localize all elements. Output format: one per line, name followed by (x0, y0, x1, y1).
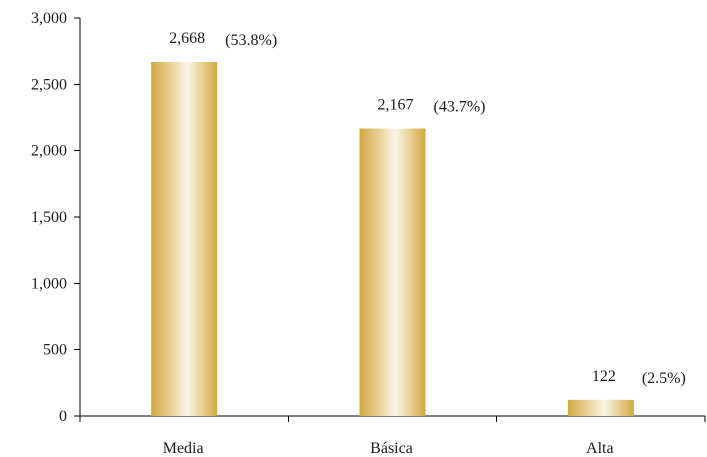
bars (151, 62, 634, 416)
bar (359, 128, 426, 416)
x-tick-label: Básica (370, 440, 413, 457)
bar-value-label: 2,167 (378, 97, 414, 114)
y-tick-label: 500 (43, 342, 67, 359)
data-labels: 2,668 (53.8%) 2,167 (43.7%) 122 (2.5%) (169, 30, 686, 387)
x-axis: Media Básica Alta (79, 415, 706, 457)
bar (151, 62, 218, 416)
x-tick-label: Media (163, 440, 204, 457)
y-tick-label: 2,000 (31, 143, 67, 160)
bar-percent-label: (43.7%) (434, 99, 486, 116)
y-tick-label: 0 (59, 408, 67, 425)
x-tick-label: Alta (586, 440, 614, 457)
y-tick-label: 2,500 (31, 76, 67, 93)
y-tick-label: 3,000 (31, 10, 67, 27)
bar-percent-label: (2.5%) (642, 370, 686, 387)
y-axis: 0 500 1,000 1,500 2,000 2,500 3,000 (31, 10, 81, 425)
bar-percent-label: (53.8%) (225, 32, 277, 49)
bar-value-label: 122 (592, 368, 616, 385)
y-tick-label: 1,000 (31, 275, 67, 292)
y-tick-label: 1,500 (31, 209, 67, 226)
bar-value-label: 2,668 (169, 30, 205, 47)
bar (567, 399, 634, 416)
